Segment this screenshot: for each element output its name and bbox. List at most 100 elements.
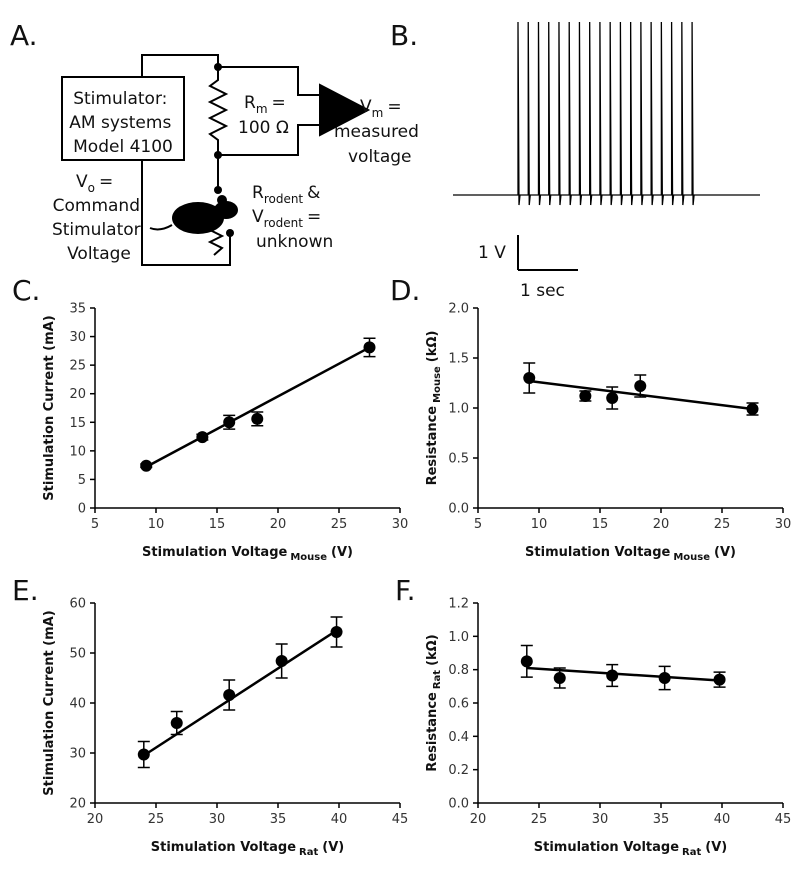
y-tick-label: 0.8 — [448, 663, 469, 678]
x-tick-label: 20 — [270, 517, 287, 532]
data-point — [330, 626, 343, 638]
y-tick-label: 0 — [78, 502, 86, 517]
label-main: Stimulation Current (mA) — [42, 315, 57, 500]
x-tick-label: 5 — [474, 517, 482, 532]
sym: R — [252, 183, 264, 203]
ylabel-label: Stimulation Current (mA) — [42, 315, 57, 500]
vm-label: Vm = — [360, 97, 402, 120]
label-sub: Rat — [299, 847, 318, 858]
stim-line: AM systems — [69, 113, 171, 133]
y-tick-label: 30 — [69, 330, 86, 345]
y-tick-label: 0.5 — [448, 452, 469, 467]
label-unit: (V) — [705, 840, 727, 855]
data-point — [579, 390, 592, 402]
xlabel-label: Stimulation Voltage Mouse (V) — [142, 545, 353, 563]
circuit — [61, 54, 371, 266]
dots — [214, 63, 234, 237]
label-unit: (kΩ) — [425, 634, 440, 666]
x-tick-label: 35 — [653, 812, 670, 827]
data-point — [634, 380, 647, 392]
x-tick-label: 40 — [714, 812, 731, 827]
stim-line: Model 4100 — [73, 137, 173, 157]
data-point — [713, 673, 726, 686]
label-main: Stimulation Voltage — [525, 545, 670, 560]
data-point — [196, 431, 209, 444]
line: measured — [334, 122, 419, 142]
label-unit: (kΩ) — [425, 331, 440, 363]
stim-line: Stimulator: — [73, 89, 167, 109]
data-point — [658, 672, 671, 684]
label-sub: Rat — [682, 847, 701, 858]
vo-label: Vo = — [76, 172, 113, 195]
rodent-line: unknown — [256, 232, 333, 252]
line: Command — [53, 196, 140, 216]
sub: o — [88, 181, 95, 195]
x-tick-label: 20 — [87, 812, 104, 827]
x-tick-label: 30 — [392, 517, 409, 532]
x-tick-label: 25 — [531, 812, 548, 827]
data-point — [251, 412, 264, 425]
data-point — [553, 672, 566, 684]
x-tick-label: 25 — [714, 517, 731, 532]
y-tick-label: 20 — [69, 387, 86, 402]
y-tick-label: 40 — [69, 697, 86, 712]
data-point — [140, 459, 153, 472]
ylabel-label: Resistance Rat (kΩ) — [425, 634, 443, 771]
y-tick-label: 1.2 — [448, 597, 469, 612]
rm-label: Rm = — [244, 93, 286, 116]
eq: = — [99, 172, 113, 192]
fit-line — [526, 666, 720, 682]
ylabel-label: Resistance Mouse (kΩ) — [425, 331, 443, 486]
x-tick-label: 10 — [148, 517, 165, 532]
sym: V — [252, 207, 264, 227]
chart: F. 20 25 30 35 40 45 0.0 0.2 0.4 0.6 0.8 1.0 1.2 Stimu… — [395, 574, 791, 858]
label-main: Stimulation Voltage — [142, 545, 287, 560]
x-tick-label: 15 — [592, 517, 609, 532]
circuit-label: Stimulator: AM systems Model 4100 — [69, 89, 176, 157]
x-tick-label: 45 — [392, 812, 409, 827]
eq: = — [307, 207, 321, 227]
voltage-trace — [453, 21, 760, 206]
sub: m — [372, 106, 384, 120]
trace-line — [453, 21, 760, 206]
fit-line — [143, 629, 338, 757]
label-sub: Rat — [432, 670, 443, 689]
label-sub: Mouse — [432, 366, 443, 403]
sym: V — [76, 172, 88, 192]
y-tick-label: 30 — [69, 747, 86, 762]
panel-label: F. — [395, 574, 416, 607]
xlabel-label: Stimulation Voltage Mouse (V) — [525, 545, 736, 563]
x-tick-label: 5 — [91, 517, 99, 532]
data-point — [363, 341, 376, 354]
rodent-r: Rrodent & — [252, 183, 320, 206]
amp: & — [307, 183, 320, 203]
y-tick-label: 60 — [69, 597, 86, 612]
sub: rodent — [264, 216, 304, 230]
xlabel-label: Stimulation Voltage Rat (V) — [534, 840, 727, 858]
fit-line — [145, 346, 371, 468]
y-tick-label: 35 — [69, 302, 86, 317]
rm-value: 100 Ω — [238, 118, 289, 138]
scale-bar — [517, 235, 578, 271]
chart: D. 5 10 15 20 25 30 0.0 0.5 1.0 1.5 2.0 Stimulation … — [390, 274, 791, 563]
chart: E. 20 25 30 35 40 45 20 30 40 50 60 Stimulation Volt… — [12, 574, 408, 858]
ylabel-label: Stimulation Current (mA) — [42, 610, 57, 795]
line: Stimulator — [52, 220, 141, 240]
x-tick-label: 30 — [592, 812, 609, 827]
scale-t: 1 sec — [520, 281, 565, 301]
y-tick-label: 50 — [69, 647, 86, 662]
panel-label: D. — [390, 274, 420, 307]
panel-label: C. — [12, 274, 40, 307]
data-point — [223, 689, 236, 701]
label-sub: Mouse — [290, 552, 327, 563]
xlabel-label: Stimulation Voltage Rat (V) — [151, 840, 344, 858]
y-tick-label: 15 — [69, 416, 86, 431]
label-sub: Mouse — [673, 552, 710, 563]
sym: R — [244, 93, 256, 113]
x-tick-label: 30 — [775, 517, 792, 532]
rodent-v: Vrodent = — [252, 207, 321, 230]
y-tick-label: 0.0 — [448, 502, 469, 517]
y-tick-label: 0.0 — [448, 797, 469, 812]
